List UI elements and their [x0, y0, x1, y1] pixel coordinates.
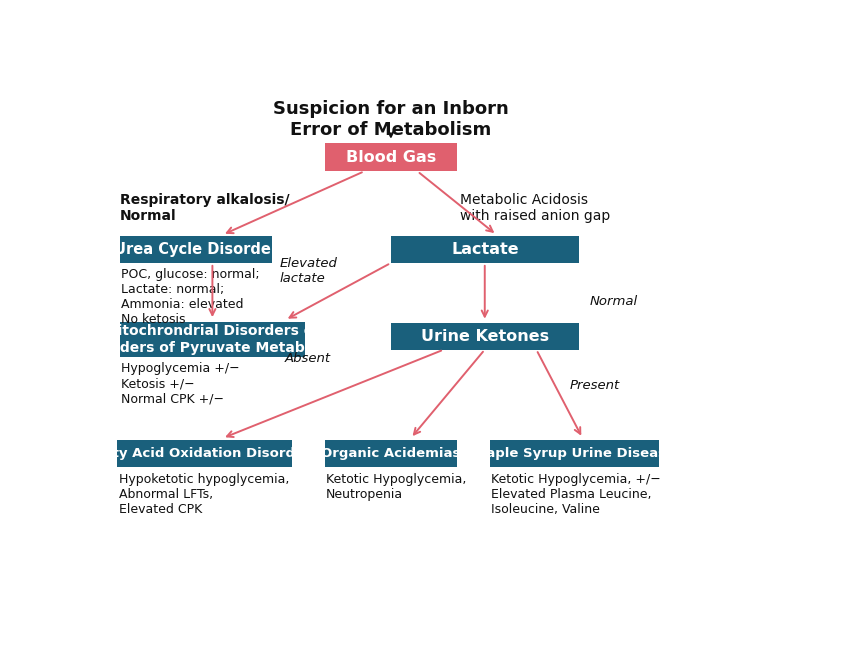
FancyBboxPatch shape — [117, 440, 291, 467]
Text: Urine Ketones: Urine Ketones — [421, 329, 549, 344]
FancyBboxPatch shape — [325, 440, 457, 467]
Text: Hypoketotic hypoglycemia,
Abnormal LFTs,
Elevated CPK: Hypoketotic hypoglycemia, Abnormal LFTs,… — [118, 473, 289, 516]
Text: Present: Present — [569, 379, 619, 392]
FancyBboxPatch shape — [119, 322, 305, 357]
Text: Ketotic Hypoglycemia, +/−
Elevated Plasma Leucine,
Isoleucine, Valine: Ketotic Hypoglycemia, +/− Elevated Plasm… — [491, 473, 660, 516]
Text: Maple Syrup Urine Disease: Maple Syrup Urine Disease — [473, 447, 675, 460]
Text: Blood Gas: Blood Gas — [345, 150, 435, 165]
FancyBboxPatch shape — [489, 440, 658, 467]
Text: Suspicion for an Inborn
Error of Metabolism: Suspicion for an Inborn Error of Metabol… — [273, 100, 508, 138]
Text: Hypoglycemia +/−
Ketosis +/−
Normal CPK +/−: Hypoglycemia +/− Ketosis +/− Normal CPK … — [121, 362, 239, 405]
Text: Respiratory alkalosis/
Normal: Respiratory alkalosis/ Normal — [119, 193, 289, 223]
Text: Ketotic Hypoglycemia,
Neutropenia: Ketotic Hypoglycemia, Neutropenia — [325, 473, 466, 501]
FancyBboxPatch shape — [119, 236, 272, 263]
Text: POC, glucose: normal;
Lactate: normal;
Ammonia: elevated
No ketosis: POC, glucose: normal; Lactate: normal; A… — [121, 268, 260, 326]
Text: Lactate: Lactate — [451, 242, 518, 258]
Text: Elevated
lactate: Elevated lactate — [279, 257, 337, 285]
Text: Mitochrondrial Disorders or
Disorders of Pyruvate Metabolism: Mitochrondrial Disorders or Disorders of… — [78, 324, 346, 355]
FancyBboxPatch shape — [390, 236, 579, 263]
Text: Urea Cycle Disorder: Urea Cycle Disorder — [113, 242, 278, 258]
Text: Fatty Acid Oxidation Disorders: Fatty Acid Oxidation Disorders — [89, 447, 319, 460]
Text: Normal: Normal — [589, 295, 636, 308]
Text: Absent: Absent — [285, 352, 331, 365]
Text: Organic Acidemias: Organic Acidemias — [321, 447, 460, 460]
FancyBboxPatch shape — [325, 143, 457, 171]
FancyBboxPatch shape — [390, 323, 579, 350]
Text: Metabolic Acidosis
with raised anion gap: Metabolic Acidosis with raised anion gap — [460, 193, 610, 223]
